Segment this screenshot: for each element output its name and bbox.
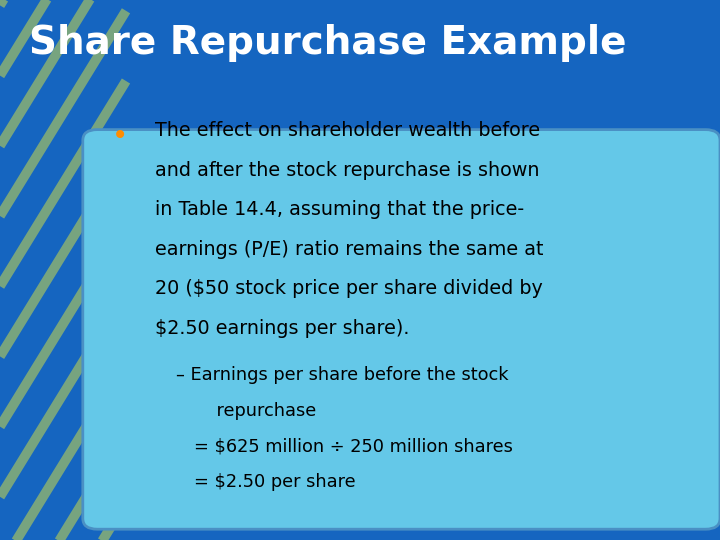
- Text: and after the stock repurchase is shown: and after the stock repurchase is shown: [155, 161, 539, 180]
- Text: – Earnings per share before the stock: – Earnings per share before the stock: [176, 366, 509, 384]
- Text: $2.50 earnings per share).: $2.50 earnings per share).: [155, 319, 409, 338]
- Text: •: •: [112, 122, 128, 150]
- Text: = $2.50 per share: = $2.50 per share: [194, 472, 356, 490]
- Text: repurchase: repurchase: [194, 402, 317, 420]
- Text: Share Repurchase Example: Share Repurchase Example: [29, 24, 626, 62]
- FancyBboxPatch shape: [83, 130, 720, 529]
- Text: 20 ($50 stock price per share divided by: 20 ($50 stock price per share divided by: [155, 279, 543, 298]
- Text: The effect on shareholder wealth before: The effect on shareholder wealth before: [155, 122, 540, 140]
- Text: = $625 million ÷ 250 million shares: = $625 million ÷ 250 million shares: [194, 437, 513, 455]
- Text: earnings (P/E) ratio remains the same at: earnings (P/E) ratio remains the same at: [155, 240, 544, 259]
- Text: in Table 14.4, assuming that the price-: in Table 14.4, assuming that the price-: [155, 200, 524, 219]
